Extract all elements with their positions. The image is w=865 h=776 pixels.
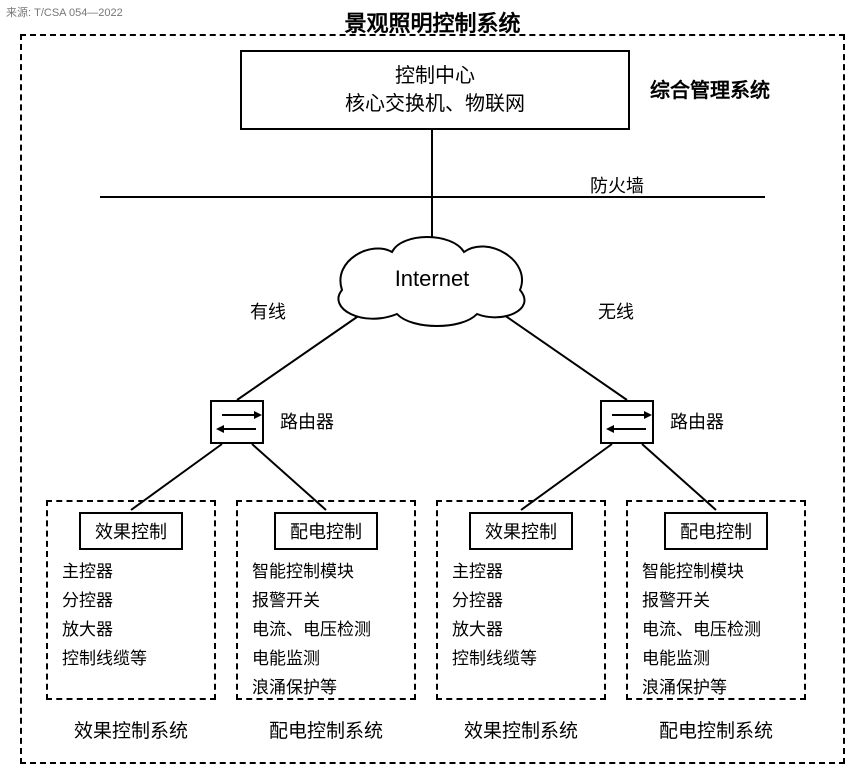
list-item: 智能控制模块 — [642, 558, 761, 587]
leaf-header: 配电控制 — [274, 512, 378, 550]
sys-label-power-1: 配电控制系统 — [236, 716, 416, 743]
leaf-items: 智能控制模块 报警开关 电流、电压检测 电能监测 浪涌保护等 — [642, 558, 761, 702]
list-item: 主控器 — [62, 558, 147, 587]
leaf-items: 主控器 分控器 放大器 控制线缆等 — [452, 558, 537, 674]
sys-label-power-2: 配电控制系统 — [626, 716, 806, 743]
wired-link-label: 有线 — [250, 298, 286, 324]
list-item: 主控器 — [452, 558, 537, 587]
list-item: 浪涌保护等 — [252, 674, 371, 703]
arrow-icon — [222, 428, 256, 430]
router-right-label: 路由器 — [670, 408, 724, 434]
control-center-box: 控制中心 核心交换机、物联网 — [240, 50, 630, 130]
leaf-header: 效果控制 — [79, 512, 183, 550]
router-left — [210, 400, 264, 444]
list-item: 电能监测 — [252, 645, 371, 674]
list-item: 浪涌保护等 — [642, 674, 761, 703]
list-item: 放大器 — [452, 616, 537, 645]
list-item: 报警开关 — [642, 587, 761, 616]
arrow-icon — [612, 414, 646, 416]
list-item: 电流、电压检测 — [252, 616, 371, 645]
list-item: 放大器 — [62, 616, 147, 645]
list-item: 分控器 — [452, 587, 537, 616]
mgmt-system-label: 综合管理系统 — [650, 74, 770, 103]
power-control-box-2: 配电控制 智能控制模块 报警开关 电流、电压检测 电能监测 浪涌保护等 — [626, 500, 806, 700]
firewall-line — [100, 196, 765, 198]
arrow-icon — [612, 428, 646, 430]
arrow-icon — [222, 414, 256, 416]
list-item: 智能控制模块 — [252, 558, 371, 587]
wireless-link-label: 无线 — [598, 298, 634, 324]
list-item: 电流、电压检测 — [642, 616, 761, 645]
list-item: 分控器 — [62, 587, 147, 616]
internet-cloud-label: Internet — [342, 266, 522, 292]
leaf-header: 效果控制 — [469, 512, 573, 550]
list-item: 报警开关 — [252, 587, 371, 616]
leaf-items: 智能控制模块 报警开关 电流、电压检测 电能监测 浪涌保护等 — [252, 558, 371, 702]
leaf-header: 配电控制 — [664, 512, 768, 550]
list-item: 电能监测 — [642, 645, 761, 674]
power-control-box-1: 配电控制 智能控制模块 报警开关 电流、电压检测 电能监测 浪涌保护等 — [236, 500, 416, 700]
center-line2: 核心交换机、物联网 — [260, 90, 610, 118]
list-item: 控制线缆等 — [62, 645, 147, 674]
router-right — [600, 400, 654, 444]
center-line1: 控制中心 — [260, 62, 610, 90]
leaf-items: 主控器 分控器 放大器 控制线缆等 — [62, 558, 147, 674]
firewall-label: 防火墙 — [590, 172, 644, 198]
router-left-label: 路由器 — [280, 408, 334, 434]
sys-label-effect-1: 效果控制系统 — [46, 716, 216, 743]
effect-control-box-2: 效果控制 主控器 分控器 放大器 控制线缆等 — [436, 500, 606, 700]
sys-label-effect-2: 效果控制系统 — [436, 716, 606, 743]
list-item: 控制线缆等 — [452, 645, 537, 674]
effect-control-box-1: 效果控制 主控器 分控器 放大器 控制线缆等 — [46, 500, 216, 700]
